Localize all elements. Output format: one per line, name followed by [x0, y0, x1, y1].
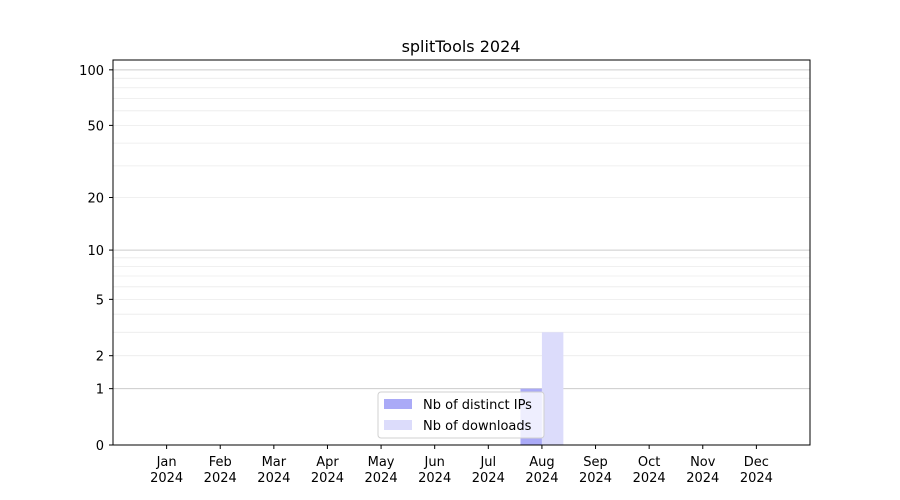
plot-frame [112, 59, 811, 446]
y-tick-label: 5 [96, 293, 104, 308]
x-tick-label: Jan 2024 [150, 455, 183, 486]
x-tick-label: Apr 2024 [311, 455, 344, 486]
legend-label: Nb of downloads [423, 419, 532, 434]
y-tick-label: 100 [79, 64, 104, 79]
y-tick-label: 1 [96, 383, 104, 398]
legend: Nb of distinct IPs Nb of downloads [377, 391, 545, 439]
x-tick-label: Oct 2024 [633, 455, 666, 486]
legend-swatch [384, 420, 412, 430]
x-tick-label: Jun 2024 [418, 455, 451, 486]
x-tick-label: May 2024 [365, 455, 398, 486]
y-tick-label: 50 [87, 119, 104, 134]
x-axis: Jan 2024 Feb 2024 Mar 2024 Apr 2024 May 2024 Jun 20… [150, 445, 773, 486]
chart-title: splitTools 2024 [402, 37, 521, 56]
legend-box [377, 391, 545, 439]
bar-nb-of-downloads [541, 332, 564, 445]
y-tick-label: 0 [96, 439, 104, 454]
y-tick-label: 20 [87, 192, 104, 207]
x-tick-label: Dec 2024 [740, 455, 773, 486]
x-tick-label: Nov 2024 [686, 455, 719, 486]
legend-swatch [384, 399, 412, 409]
x-tick-label: Jul 2024 [472, 455, 505, 486]
legend-label: Nb of distinct IPs [423, 398, 532, 413]
x-tick-label: Feb 2024 [204, 455, 237, 486]
y-tick-label: 2 [96, 350, 104, 365]
x-tick-label: Sep 2024 [579, 455, 612, 486]
y-axis: 0 1 2 5 10 20 50 100 [79, 64, 113, 454]
grid [113, 69, 810, 390]
x-tick-label: Aug 2024 [525, 455, 558, 486]
x-tick-label: Mar 2024 [257, 455, 290, 486]
y-tick-label: 10 [87, 244, 104, 259]
